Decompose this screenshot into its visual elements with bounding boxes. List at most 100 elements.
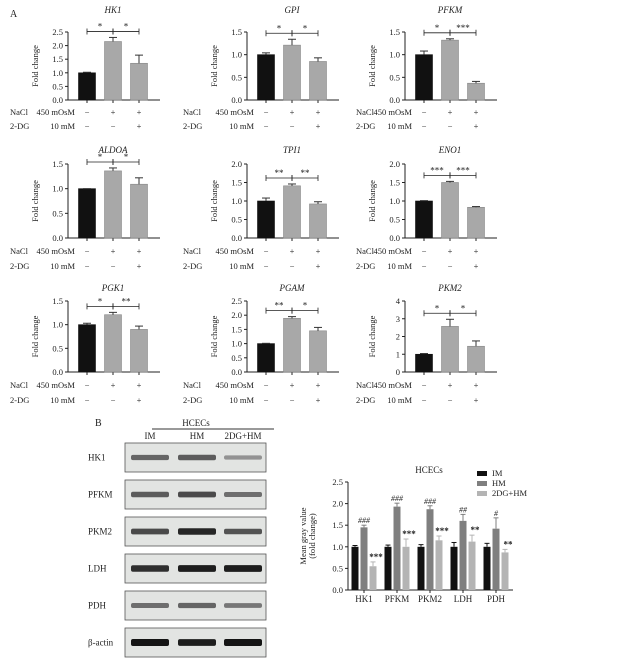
bar (309, 61, 327, 101)
treatment-dose: 10 mM (50, 395, 75, 405)
treatment-sign: − (85, 107, 90, 117)
treatment-sign: + (474, 395, 479, 405)
treatment-dose: 10 mM (387, 121, 412, 131)
legend-label: 2DG+HM (492, 488, 527, 498)
bar (309, 203, 327, 239)
bar (426, 509, 434, 590)
treatment-name: NaCl (183, 380, 202, 390)
bar (78, 188, 96, 239)
chart-title: PGAM (279, 283, 305, 293)
treatment-sign: + (448, 246, 453, 256)
blot-group-label: HCECs (182, 418, 210, 428)
significance-marker: ** (471, 525, 481, 535)
significance-marker: *** (369, 552, 383, 562)
treatment-sign: − (422, 107, 427, 117)
treatment-dose: 450 mOsM (374, 246, 413, 256)
x-tick-label: HK1 (355, 594, 373, 604)
legend-item: HM (477, 478, 506, 488)
y-tick-label: 0.0 (231, 233, 242, 243)
panel-b-label: B (95, 418, 102, 429)
y-tick-label: 1.0 (52, 68, 63, 78)
treatment-sign: − (111, 395, 116, 405)
treatment-name: 2-DG (356, 121, 375, 131)
y-tick-label: 2.0 (389, 159, 400, 169)
y-tick-label: 0.5 (231, 72, 242, 82)
bar (441, 182, 459, 239)
treatment-sign: + (111, 246, 116, 256)
protein-band (131, 603, 169, 608)
y-tick-label: 0.0 (52, 233, 63, 243)
bar (351, 546, 359, 590)
x-tick-label: LDH (454, 594, 473, 604)
treatment-sign: − (264, 107, 269, 117)
y-tick-label: 2 (396, 332, 400, 342)
x-tick-label: PFKM (385, 594, 410, 604)
protein-band (178, 565, 216, 572)
treatment-name: NaCl (356, 107, 375, 117)
y-tick-label: 0.5 (231, 215, 242, 225)
significance-marker: *** (456, 23, 470, 33)
treatment-name: NaCl (10, 107, 29, 117)
y-axis-label: Fold change (30, 180, 40, 222)
treatment-sign: + (137, 107, 142, 117)
y-tick-label: 1.5 (231, 324, 242, 334)
treatment-name: NaCl (183, 246, 202, 256)
y-tick-label: 0.0 (389, 95, 400, 105)
x-tick-label: PKM2 (418, 594, 442, 604)
chart-gpi: GPI 0.0 0.5 1.0 1.5 Fold change * * NaCl 450 mOsM… (183, 5, 339, 131)
significance-marker: ### (358, 516, 371, 525)
treatment-name: 2-DG (356, 261, 375, 271)
protein-band (178, 602, 216, 609)
treatment-sign: − (448, 121, 453, 131)
y-tick-label: 2.0 (231, 159, 242, 169)
bar (283, 44, 301, 101)
y-tick-label: 1.5 (52, 54, 63, 64)
significance-bracket: *** (423, 165, 451, 179)
significance-marker: *** (435, 526, 449, 536)
bar (483, 546, 491, 590)
y-tick-label: 1.0 (231, 339, 242, 349)
treatment-name: NaCl (356, 246, 375, 256)
treatment-name: NaCl (183, 107, 202, 117)
treatment-sign: − (264, 380, 269, 390)
protein-band (224, 455, 262, 460)
blot-row-label: HK1 (88, 453, 106, 463)
treatment-sign: − (290, 121, 295, 131)
y-axis-label: Mean gray value (298, 507, 308, 564)
significance-marker: ## (459, 505, 468, 514)
legend-item: 2DG+HM (477, 488, 527, 498)
significance-marker: * (303, 301, 308, 311)
bar (130, 183, 148, 239)
bar (415, 54, 433, 101)
treatment-name: 2-DG (10, 395, 29, 405)
y-tick-label: 0.5 (52, 208, 63, 218)
protein-band (224, 565, 262, 572)
bar (468, 541, 476, 590)
treatment-sign: + (137, 121, 142, 131)
treatment-sign: + (316, 121, 321, 131)
significance-marker: ### (391, 494, 404, 503)
treatment-sign: − (422, 121, 427, 131)
chart-title: ALDOA (98, 145, 129, 155)
y-tick-label: 0.5 (52, 81, 63, 91)
significance-bracket: * (291, 23, 319, 37)
significance-bracket: ** (265, 168, 293, 181)
protein-band (178, 639, 216, 646)
y-tick-label: 1.5 (52, 159, 63, 169)
treatment-sign: − (264, 246, 269, 256)
bar (459, 520, 467, 590)
y-tick-label: 1.5 (231, 178, 242, 188)
treatment-sign: − (448, 261, 453, 271)
significance-marker: ** (301, 168, 311, 178)
chart-title: HK1 (103, 5, 121, 15)
y-tick-label: 1.0 (231, 50, 242, 60)
y-tick-label: 0 (396, 367, 400, 377)
y-tick-label: 0.5 (332, 563, 343, 573)
significance-marker: ** (275, 168, 285, 178)
chart-tpi1: TPI1 0.0 0.5 1.0 1.5 2.0 Fold change ** ** NaCl 45… (183, 145, 339, 271)
y-tick-label: 1.5 (389, 27, 400, 37)
bar (501, 552, 509, 590)
